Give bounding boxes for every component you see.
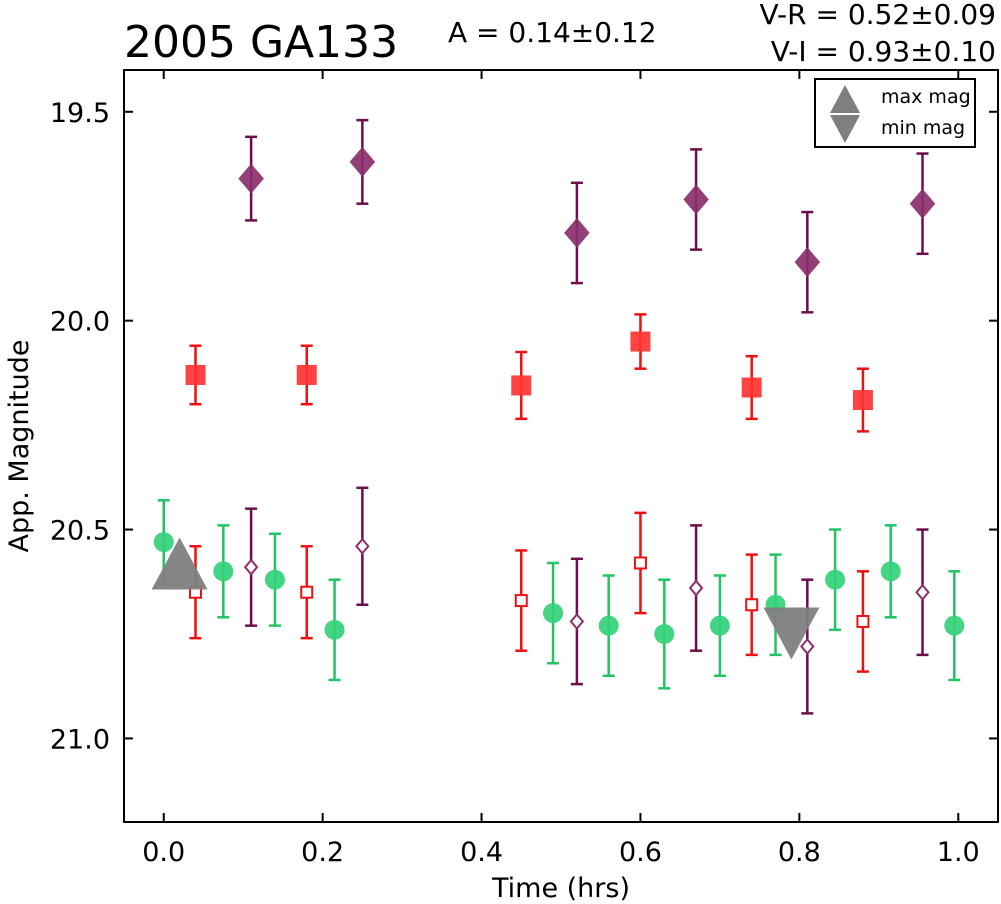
data-point [189, 545, 203, 640]
circle-marker [324, 619, 345, 640]
data-point [355, 486, 370, 607]
diamond-marker [355, 537, 370, 555]
circle-marker [213, 561, 234, 582]
min-mag-marker [763, 607, 820, 660]
data-point [514, 549, 528, 652]
square-marker [633, 556, 647, 570]
square-marker [856, 614, 870, 628]
y-axis-label: App. Magnitude [4, 340, 35, 553]
diamond-marker [688, 579, 704, 597]
x-tick-label: 0.4 [460, 837, 503, 868]
data-point [825, 528, 846, 632]
y-tick-label: 20.0 [50, 307, 110, 338]
chart-title: 2005 GA133 [124, 17, 398, 68]
y-tick-label: 20.5 [50, 516, 110, 547]
data-point [185, 344, 206, 406]
plot-marks [151, 118, 965, 715]
y-tick-label: 19.5 [50, 98, 110, 129]
square-marker [296, 364, 317, 385]
data-point [564, 181, 590, 285]
square-marker [741, 377, 762, 398]
circle-marker [598, 615, 619, 636]
square-marker [300, 585, 314, 599]
data-point [709, 574, 730, 678]
data-point [243, 507, 259, 627]
data-point [598, 574, 619, 678]
diamond-marker [564, 217, 590, 248]
y-tick-label: 21.0 [50, 724, 110, 755]
diamond-marker [800, 637, 815, 656]
legend: max mag min mag [814, 78, 976, 148]
x-tick-label: 0.0 [142, 837, 185, 868]
diamond-marker [909, 188, 936, 219]
data-point [800, 578, 815, 715]
diamond-marker [238, 163, 264, 194]
legend-max-mag-icon [830, 85, 860, 113]
diamond-marker [349, 146, 376, 177]
data-point [324, 578, 345, 682]
data-point [511, 350, 532, 421]
circle-marker [153, 532, 174, 553]
data-point [856, 570, 870, 673]
circle-marker [944, 615, 965, 636]
axis-ticks: 0.0 0.2 0.4 0.6 0.8 1.0 19.5 20.0 20.5 21.0 [50, 70, 998, 868]
amplitude-label: A = 0.14±0.12 [448, 16, 657, 49]
data-point [349, 118, 376, 205]
circle-marker [654, 624, 675, 644]
data-point [745, 553, 759, 657]
data-point [238, 135, 264, 222]
data-point [264, 532, 285, 627]
diamond-marker [569, 612, 585, 631]
circle-marker [264, 569, 285, 590]
data-point [569, 557, 585, 686]
data-point [909, 152, 936, 256]
square-marker [852, 390, 873, 411]
square-marker [511, 375, 532, 396]
diamond-marker [915, 583, 930, 601]
legend-min-mag-icon [830, 115, 860, 143]
data-point [543, 561, 564, 665]
data-point [654, 578, 675, 690]
x-axis-label: Time (hrs) [491, 873, 630, 904]
circle-marker [825, 569, 846, 590]
data-point [794, 210, 821, 314]
diamond-marker [794, 247, 821, 278]
data-point [300, 545, 314, 640]
x-tick-label: 0.2 [301, 837, 344, 868]
circle-marker [880, 561, 901, 582]
circle-marker [709, 615, 730, 636]
circle-marker [543, 603, 564, 624]
legend-min-mag-label: min mag [881, 117, 965, 139]
data-point [296, 344, 317, 406]
square-marker [514, 594, 528, 608]
x-tick-label: 1.0 [937, 837, 980, 868]
data-point [944, 570, 965, 682]
data-point [213, 524, 234, 619]
x-tick-label: 0.8 [778, 837, 821, 868]
data-point [741, 354, 762, 421]
square-marker [185, 364, 206, 385]
color-index-vi: V-I = 0.93±0.10 [771, 35, 996, 68]
square-marker [745, 598, 759, 612]
diamond-marker [683, 184, 709, 215]
data-point [683, 148, 709, 251]
square-marker [630, 331, 651, 352]
diamond-marker [243, 558, 259, 576]
max-mag-marker [151, 537, 208, 590]
plot-frame [123, 69, 999, 823]
data-point [852, 367, 873, 433]
legend-max-mag-label: max mag [881, 86, 971, 108]
data-point [688, 524, 704, 652]
data-point [630, 313, 651, 370]
data-point [915, 528, 930, 657]
data-point [633, 511, 647, 615]
color-index-vr: V-R = 0.52±0.09 [760, 0, 996, 31]
data-point [880, 524, 901, 619]
x-tick-label: 0.6 [619, 837, 662, 868]
